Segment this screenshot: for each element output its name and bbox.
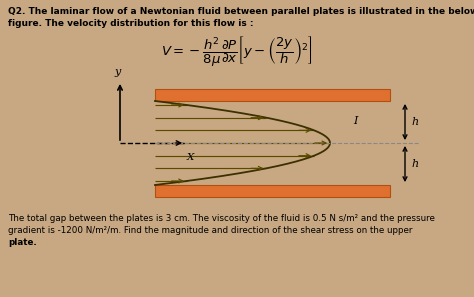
Text: h: h	[411, 159, 418, 169]
Text: h: h	[411, 117, 418, 127]
Bar	[155, 89, 390, 101]
Text: The total gap between the plates is 3 cm. The viscosity of the fluid is 0.5 N s/: The total gap between the plates is 3 cm…	[8, 214, 435, 223]
Text: X: X	[187, 153, 194, 162]
Text: Q2. The laminar flow of a Newtonian fluid between parallel plates is illustrated: Q2. The laminar flow of a Newtonian flui…	[8, 7, 474, 16]
Text: gradient is -1200 N/m²/m. Find the magnitude and direction of the shear stress o: gradient is -1200 N/m²/m. Find the magni…	[8, 226, 412, 235]
Text: figure. The velocity distribution for this flow is :: figure. The velocity distribution for th…	[8, 19, 254, 28]
Text: y: y	[115, 67, 121, 77]
Bar	[155, 185, 390, 197]
Text: plate.: plate.	[8, 238, 37, 247]
Text: I: I	[353, 116, 357, 126]
Text: $V = -\dfrac{h^{2}}{8\mu}\dfrac{\partial P}{\partial x}\left[y - \left(\dfrac{2y: $V = -\dfrac{h^{2}}{8\mu}\dfrac{\partial…	[161, 34, 313, 68]
